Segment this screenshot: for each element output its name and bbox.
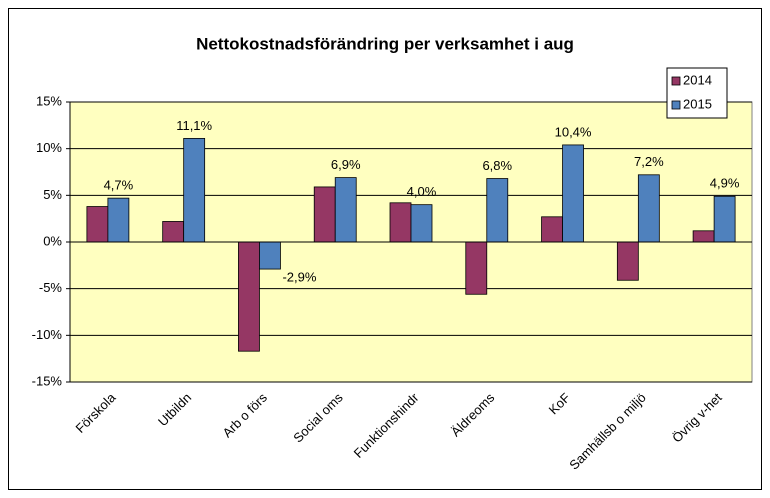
value-label: 4,7%: [104, 178, 134, 193]
y-tick-label: 5%: [43, 187, 62, 202]
y-tick-label: -15%: [32, 373, 63, 388]
y-tick-label: -10%: [32, 327, 63, 342]
y-tick-label: 0%: [43, 233, 62, 248]
bar: [692, 230, 715, 243]
chart-title: Nettokostnadsförändring per verksamhet i…: [196, 34, 574, 53]
value-label: 6,8%: [482, 158, 512, 173]
bar: [389, 202, 412, 243]
bar: [162, 221, 185, 243]
y-tick-label: 10%: [36, 140, 62, 155]
y-tick-label: -5%: [39, 280, 63, 295]
bar: [183, 137, 206, 243]
bar: [465, 241, 488, 295]
value-label: 7,2%: [634, 154, 664, 169]
value-label: 4,9%: [710, 176, 740, 191]
value-label: 11,1%: [176, 118, 212, 133]
y-tick-label: 15%: [36, 93, 62, 108]
bar: [486, 178, 509, 243]
legend-label: 2014: [683, 72, 712, 87]
value-label: 10,4%: [555, 124, 592, 139]
legend-label: 2015: [683, 96, 712, 111]
bar: [86, 206, 109, 243]
legend-box: [666, 67, 728, 119]
value-label: 6,9%: [331, 157, 361, 172]
bar: [259, 241, 281, 270]
bar: [541, 216, 563, 243]
bar: [334, 177, 357, 243]
bar: [637, 174, 660, 243]
bar: [410, 204, 433, 243]
bar: [713, 195, 736, 243]
bar: [562, 144, 584, 243]
legend-swatch: [671, 76, 681, 86]
bar: [107, 197, 130, 243]
value-label: -2,9%: [282, 270, 316, 285]
value-label: 4,0%: [407, 184, 437, 199]
bar: [238, 241, 260, 352]
legend-swatch: [671, 100, 681, 110]
bar: [616, 241, 639, 281]
bar: [313, 186, 336, 243]
